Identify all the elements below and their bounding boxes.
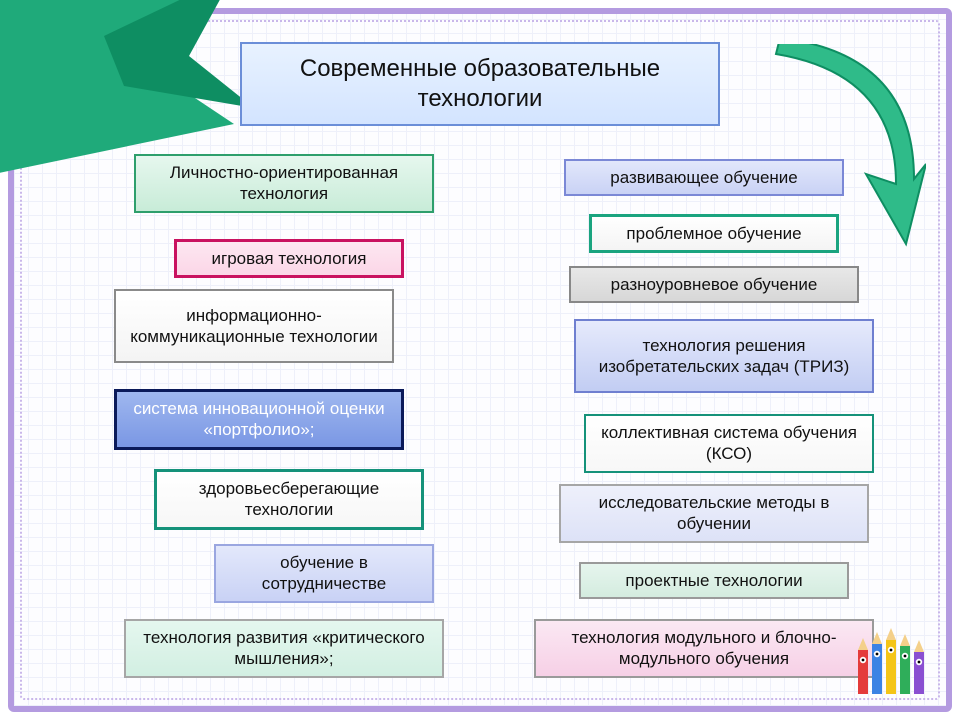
tech-box-b5: здоровьесберегающие технологии <box>154 469 424 530</box>
tech-box-b3: информационно-коммуникационные технологи… <box>114 289 394 363</box>
tech-box-label: система инновационной оценки «портфолио»… <box>127 398 391 441</box>
tech-box-label: разноуровневое обучение <box>611 274 818 295</box>
tech-box-b6: обучение в сотрудничестве <box>214 544 434 603</box>
tech-box-label: технология развития «критического мышлен… <box>136 627 432 670</box>
tech-box-b1: Личностно-ориентированная технология <box>134 154 434 213</box>
tech-box-label: технология решения изобретательских зада… <box>586 335 862 378</box>
tech-box-label: игровая технология <box>212 248 367 269</box>
tech-box-label: развивающее обучение <box>610 167 797 188</box>
tech-box-label: проектные технологии <box>625 570 802 591</box>
tech-box-label: информационно-коммуникационные технологи… <box>126 305 382 348</box>
tech-box-b12: коллективная система обучения (КСО) <box>584 414 874 473</box>
tech-box-b15: технология модульного и блочно-модульног… <box>534 619 874 678</box>
tech-box-label: исследовательские методы в обучении <box>571 492 857 535</box>
tech-box-b10: разноуровневое обучение <box>569 266 859 303</box>
tech-box-label: коллективная система обучения (КСО) <box>596 422 862 465</box>
slide-title: Современные образовательные технологии <box>240 42 720 126</box>
tech-box-label: проблемное обучение <box>626 223 801 244</box>
tech-box-b9: проблемное обучение <box>589 214 839 253</box>
tech-box-b14: проектные технологии <box>579 562 849 599</box>
tech-box-b2: игровая технология <box>174 239 404 278</box>
slide-frame: Современные образовательные технологии Л… <box>8 8 952 712</box>
tech-box-label: здоровьесберегающие технологии <box>167 478 411 521</box>
tech-box-b11: технология решения изобретательских зада… <box>574 319 874 393</box>
title-text: Современные образовательные технологии <box>300 55 660 112</box>
tech-box-b13: исследовательские методы в обучении <box>559 484 869 543</box>
tech-box-b7: технология развития «критического мышлен… <box>124 619 444 678</box>
tech-box-b8: развивающее обучение <box>564 159 844 196</box>
tech-box-b4: система инновационной оценки «портфолио»… <box>114 389 404 450</box>
tech-box-label: обучение в сотрудничестве <box>226 552 422 595</box>
tech-box-label: технология модульного и блочно-модульног… <box>546 627 862 670</box>
tech-box-label: Личностно-ориентированная технология <box>146 162 422 205</box>
